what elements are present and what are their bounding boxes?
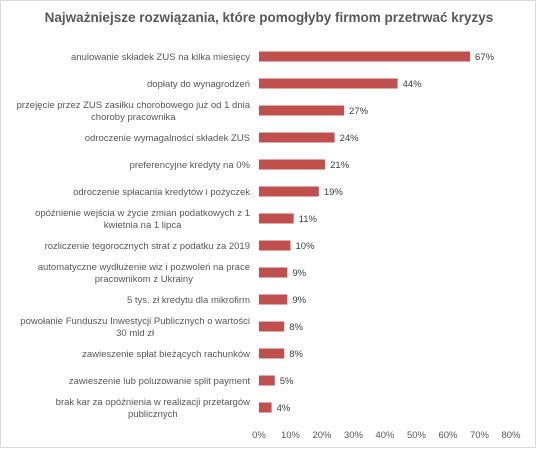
- bar: [259, 240, 291, 251]
- chart-title: Najważniejsze rozwiązania, które pomogły…: [44, 10, 494, 25]
- data-label: 4%: [277, 403, 291, 414]
- category-label: choroby pracownika: [91, 112, 176, 123]
- x-tick-label: 80%: [501, 430, 521, 441]
- bar: [259, 132, 335, 143]
- bar: [259, 294, 288, 305]
- bar: [259, 105, 345, 116]
- x-tick-label: 10%: [281, 430, 301, 441]
- category-label: pracownikom z Ukrainy: [95, 274, 193, 285]
- bar: [259, 213, 294, 224]
- data-label: 10%: [296, 241, 316, 252]
- x-tick-label: 40%: [375, 430, 395, 441]
- x-tick-label: 50%: [407, 430, 427, 441]
- data-label: 24%: [340, 133, 360, 144]
- category-label: zawieszenie lub poluzowanie split paymen…: [69, 376, 250, 387]
- category-label: dopłaty do wynagrodzeń: [147, 79, 250, 90]
- category-label: zawieszenie spłat bieżących rachunków: [82, 349, 250, 360]
- category-label: odroczenie wymagalności składek ZUS: [85, 133, 250, 144]
- data-label: 67%: [475, 52, 495, 63]
- bar: [259, 375, 275, 386]
- bar: [259, 267, 288, 278]
- category-label: 5 tys. zł kredytu dla mikrofirm: [127, 295, 250, 306]
- data-label: 9%: [292, 268, 306, 279]
- category-label: preferencyjne kredyty na 0%: [130, 160, 251, 171]
- category-label: kwietnia na 1 lipca: [104, 220, 182, 231]
- category-label: rozliczenie tegorocznych strat z podatku…: [45, 241, 250, 252]
- data-label: 27%: [349, 106, 369, 117]
- data-label: 5%: [280, 376, 294, 387]
- category-label: powołanie Funduszu Inwestycji Publicznyc…: [20, 316, 250, 327]
- category-label: przejęcie przez ZUS zasiłku chorobowego …: [17, 100, 251, 111]
- category-label: odroczenie spłacania kredytów i pożyczek: [73, 187, 250, 198]
- category-label: anulowanie składek ZUS na kilka miesięcy: [71, 52, 250, 63]
- bar: [259, 78, 398, 89]
- bar: [259, 402, 272, 413]
- category-label: 30 mld zł: [116, 328, 155, 339]
- data-label: 11%: [299, 214, 318, 225]
- data-label: 8%: [289, 322, 303, 333]
- bar: [259, 321, 285, 332]
- data-label: 44%: [403, 79, 423, 90]
- data-label: 21%: [330, 160, 350, 171]
- data-label: 9%: [292, 295, 306, 306]
- category-label: brak kar za opóźnienia w realizacji prze…: [56, 397, 250, 408]
- category-label: opóźnienie wejścia w życie zmian podatko…: [35, 208, 250, 219]
- x-tick-label: 70%: [470, 430, 490, 441]
- data-label: 19%: [324, 187, 344, 198]
- x-tick-label: 30%: [344, 430, 364, 441]
- bar: [259, 348, 285, 359]
- bar: [259, 51, 471, 62]
- category-label: automatyczne wydłużenie wiz i pozwoleń n…: [38, 262, 250, 273]
- data-label: 8%: [289, 349, 303, 360]
- bar: [259, 159, 326, 170]
- x-tick-label: 0%: [252, 430, 266, 441]
- category-label: publicznych: [128, 409, 178, 420]
- bar: [259, 186, 319, 197]
- x-tick-label: 60%: [438, 430, 458, 441]
- x-tick-label: 20%: [312, 430, 332, 441]
